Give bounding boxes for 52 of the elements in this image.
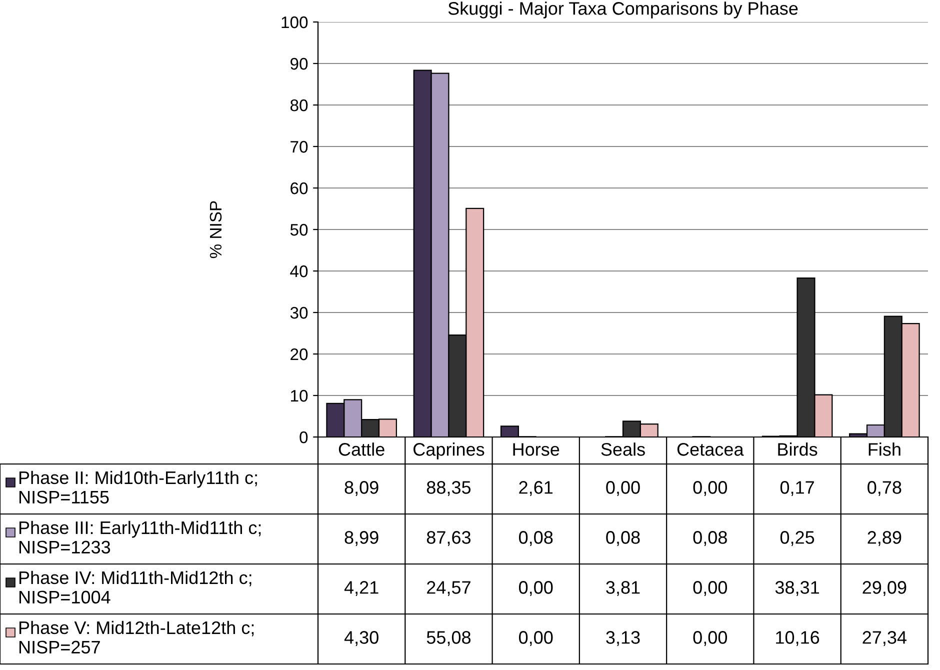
data-label: 8,09 — [344, 481, 378, 496]
data-label: 0,00 — [518, 631, 553, 646]
data-label: 27,34 — [862, 631, 906, 646]
data-label: 88,35 — [426, 481, 471, 496]
data-label: 4,21 — [344, 581, 378, 596]
x-tick-label: Birds — [778, 442, 818, 456]
y-tick-label: 80 — [290, 99, 308, 112]
y-tick-label: 0 — [300, 431, 308, 444]
data-label: 38,31 — [775, 581, 819, 596]
x-tick-label: Caprines — [414, 442, 484, 460]
data-label: 29,09 — [862, 581, 906, 596]
data-label: 10,16 — [776, 631, 820, 646]
data-label: 0,00 — [693, 631, 728, 646]
data-label: 55,08 — [426, 631, 471, 646]
y-tick-label: 70 — [290, 140, 308, 153]
data-label: 0,08 — [693, 531, 727, 546]
legend-label: Phase V: Mid12th-Late12th c; NISP=257 — [19, 620, 254, 654]
x-tick-label: Cattle — [338, 442, 384, 456]
y-tick-label: 20 — [290, 348, 308, 360]
data-label: 0,25 — [780, 531, 814, 546]
y-tick-label: 90 — [290, 58, 308, 70]
y-tick-label: 50 — [290, 224, 308, 236]
data-label: 2,61 — [519, 481, 553, 496]
y-tick-label: 40 — [290, 265, 308, 278]
legend-label: Phase II: Mid10th-Early11th c; NISP=1155 — [19, 470, 257, 504]
data-label: 2,89 — [868, 531, 902, 546]
legend-label: Phase III: Early11th-Mid11th c; NISP=1233 — [19, 520, 261, 554]
data-label: 0,00 — [693, 581, 728, 596]
data-label: 87,63 — [426, 531, 471, 546]
data-label: 0,17 — [780, 481, 814, 496]
y-tick-label: 100 — [282, 16, 308, 28]
x-tick-label: Horse — [513, 443, 560, 456]
chart-title: Skuggi - Major Taxa Comparisons by Phase — [448, 2, 798, 18]
y-axis-title: % NISP — [210, 201, 222, 258]
y-tick-label: 30 — [290, 306, 308, 319]
data-label: 0,00 — [693, 481, 728, 496]
data-label: 0,08 — [518, 531, 553, 546]
x-tick-label: Cetacea — [677, 443, 744, 456]
legend-label: Phase IV: Mid11th-Mid12th c; NISP=1004 — [19, 570, 252, 604]
data-label: 3,13 — [606, 631, 640, 646]
data-label: 0,78 — [868, 481, 902, 496]
x-tick-label: Fish — [868, 442, 900, 456]
data-label: 4,30 — [344, 631, 378, 646]
data-label: 3,81 — [606, 581, 640, 596]
data-label: 0,00 — [606, 481, 640, 496]
data-label: 0,08 — [606, 531, 640, 546]
x-tick-label: Seals — [601, 442, 645, 456]
data-label: 24,57 — [427, 581, 470, 596]
data-label: 8,99 — [344, 531, 378, 546]
y-tick-label: 10 — [291, 390, 308, 402]
data-label: 0,00 — [518, 581, 553, 596]
y-tick-label: 60 — [290, 182, 308, 194]
